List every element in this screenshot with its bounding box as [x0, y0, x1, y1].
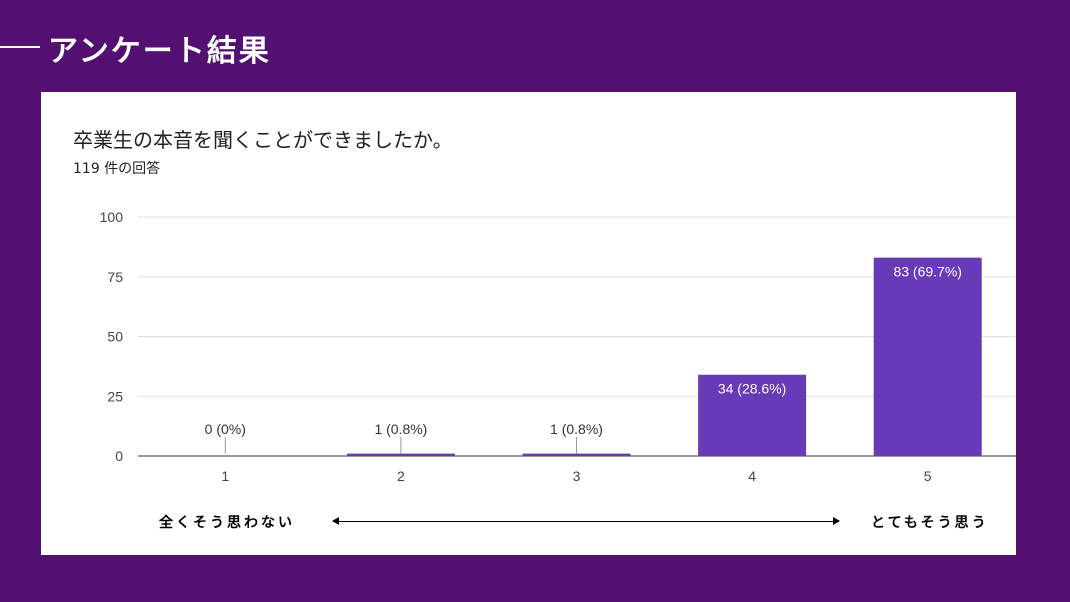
bar-chart: 0 25 50 75 100 1 0 (0%) 2 1 (0.8%) 3 1 (0.8%) 4 34 (…: [41, 92, 1016, 492]
y-tick-label: 50: [107, 329, 123, 345]
y-tick-label: 25: [107, 388, 123, 404]
x-tick-label: 4: [748, 468, 756, 484]
x-tick-label: 5: [924, 468, 932, 484]
scale-left-label: 全くそう思わない: [159, 512, 295, 532]
data-label: 1 (0.8%): [550, 421, 603, 437]
slide-title: アンケート結果: [48, 26, 271, 70]
scale-double-arrow: [333, 521, 839, 522]
data-label: 0 (0%): [205, 421, 246, 437]
y-tick-label: 100: [100, 209, 124, 225]
data-label: 1 (0.8%): [374, 421, 427, 437]
survey-result-card: 卒業生の本音を聞くことができましたか。 119 件の回答 0 25 50 75 100 1…: [41, 92, 1016, 555]
data-label: 83 (69.7%): [893, 264, 961, 280]
y-tick-label: 75: [107, 269, 123, 285]
data-label: 34 (28.6%): [718, 381, 786, 397]
x-tick-label: 2: [397, 468, 405, 484]
title-accent-line: [0, 46, 40, 48]
x-tick-label: 3: [573, 468, 581, 484]
bar: [874, 258, 982, 456]
scale-right-label: とてもそう思う: [871, 512, 989, 532]
x-tick-label: 1: [221, 468, 229, 484]
y-tick-label: 0: [115, 448, 123, 464]
